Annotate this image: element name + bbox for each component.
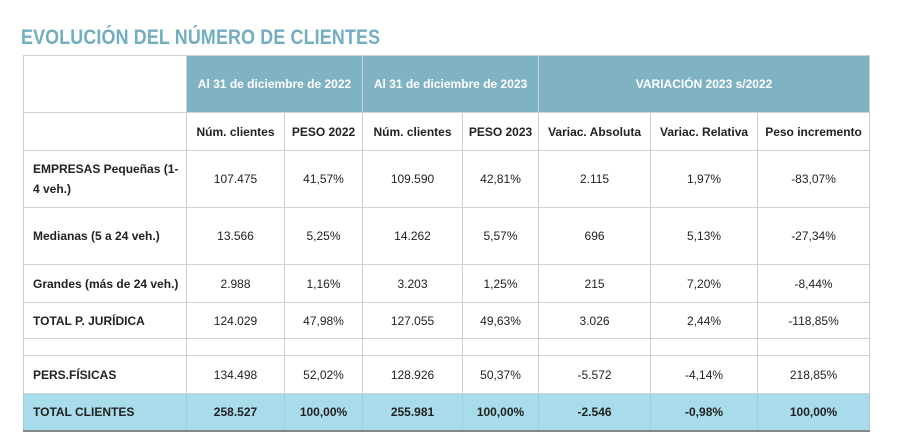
table-cell: 13.566 — [186, 207, 285, 265]
row-label: TOTAL P. JURÍDICA — [23, 302, 187, 339]
table-cell: -118,85% — [757, 302, 871, 339]
group-header-2022: Al 31 de diciembre de 2022 — [185, 55, 364, 113]
row-label: PERS.FÍSICAS — [23, 355, 187, 394]
column-header: PESO 2022 — [283, 112, 364, 151]
table-cell: -0,98% — [650, 393, 759, 431]
empty-cell — [462, 338, 540, 356]
empty-cell — [23, 338, 187, 356]
table-cell: -8,44% — [757, 264, 871, 303]
table-cell: 14.262 — [362, 207, 464, 265]
table-cell: 215 — [538, 264, 652, 303]
table-cell: 2.988 — [186, 264, 285, 303]
table-cell: -83,07% — [757, 150, 871, 208]
table-cell: 100,00% — [462, 393, 540, 431]
empty-cell — [538, 338, 652, 356]
row-label: Grandes (más de 24 veh.) — [23, 264, 187, 303]
table-cell: -5.572 — [538, 355, 652, 394]
table-cell: 42,81% — [462, 150, 540, 208]
table-cell: 47,98% — [283, 302, 364, 339]
table-cell: 49,63% — [462, 302, 540, 339]
table-row: Grandes (más de 24 veh.) 2.988 1,16% 3.203 1… — [23, 264, 871, 303]
total-row: TOTAL CLIENTES 258.527 100,00% 255.981 100,0… — [23, 393, 871, 431]
spacer-row — [23, 338, 871, 356]
table-row: TOTAL P. JURÍDICA 124.029 47,98% 127.055 49,… — [23, 302, 871, 339]
table-cell: 3.203 — [362, 264, 464, 303]
table-cell: 109.590 — [362, 150, 464, 208]
table-cell: 7,20% — [650, 264, 759, 303]
empty-header-cell — [23, 55, 187, 113]
table-cell: 1,16% — [283, 264, 364, 303]
table-cell: 5,57% — [462, 207, 540, 265]
table-row: PERS.FÍSICAS 134.498 52,02% 128.926 50,37% -5… — [23, 355, 871, 394]
table-cell: 41,57% — [283, 150, 364, 208]
table-cell: 52,02% — [283, 355, 364, 394]
table-cell: 255.981 — [362, 393, 464, 431]
table-cell: 258.527 — [186, 393, 285, 431]
column-header: Peso incremento — [757, 112, 871, 151]
row-label: TOTAL CLIENTES — [23, 393, 187, 431]
table-cell: 2.115 — [538, 150, 652, 208]
column-header: Núm. clientes — [362, 112, 464, 151]
empty-cell — [650, 338, 759, 356]
table-cell: -4,14% — [650, 355, 759, 394]
group-header-variation: VARIACIÓN 2023 s/2022 — [538, 55, 871, 113]
table-cell: 127.055 — [362, 302, 464, 339]
table-cell: 50,37% — [462, 355, 540, 394]
table-cell: 107.475 — [186, 150, 285, 208]
table-cell: 2,44% — [650, 302, 759, 339]
table-cell: 1,25% — [462, 264, 540, 303]
page-title: EVOLUCIÓN DEL NÚMERO DE CLIENTES — [21, 26, 381, 49]
table-cell: -2.546 — [538, 393, 652, 431]
empty-cell — [757, 338, 871, 356]
table-cell: 5,25% — [283, 207, 364, 265]
group-header-2023: Al 31 de diciembre de 2023 — [362, 55, 540, 113]
table-row: Medianas (5 a 24 veh.) 13.566 5,25% 14.262 5… — [23, 207, 871, 265]
table-cell: 696 — [538, 207, 652, 265]
table-cell: 3.026 — [538, 302, 652, 339]
table-cell: 124.029 — [186, 302, 285, 339]
empty-cell — [283, 338, 364, 356]
table-row: EMPRESAS Pequeñas (1-4 veh.) 107.475 41,57… — [23, 150, 871, 208]
column-header: Variac. Absoluta — [538, 112, 652, 151]
column-header: Núm. clientes — [186, 112, 285, 151]
column-header: Variac. Relativa — [650, 112, 759, 151]
row-label: Medianas (5 a 24 veh.) — [23, 207, 187, 265]
table-cell: 5,13% — [650, 207, 759, 265]
table-cell: 134.498 — [186, 355, 285, 394]
table-cell: 1,97% — [650, 150, 759, 208]
table-cell: 100,00% — [757, 393, 871, 431]
table-cell: 100,00% — [283, 393, 364, 431]
row-label: EMPRESAS Pequeñas (1-4 veh.) — [23, 150, 187, 208]
table-cell: 218,85% — [757, 355, 871, 394]
empty-cell — [362, 338, 464, 356]
empty-cell — [186, 338, 285, 356]
table-cell: 128.926 — [362, 355, 464, 394]
column-header: PESO 2023 — [462, 112, 540, 151]
empty-header-cell — [23, 112, 187, 151]
clients-table: Al 31 de diciembre de 2022 Al 31 de dici… — [23, 55, 871, 432]
table-cell: -27,34% — [757, 207, 871, 265]
